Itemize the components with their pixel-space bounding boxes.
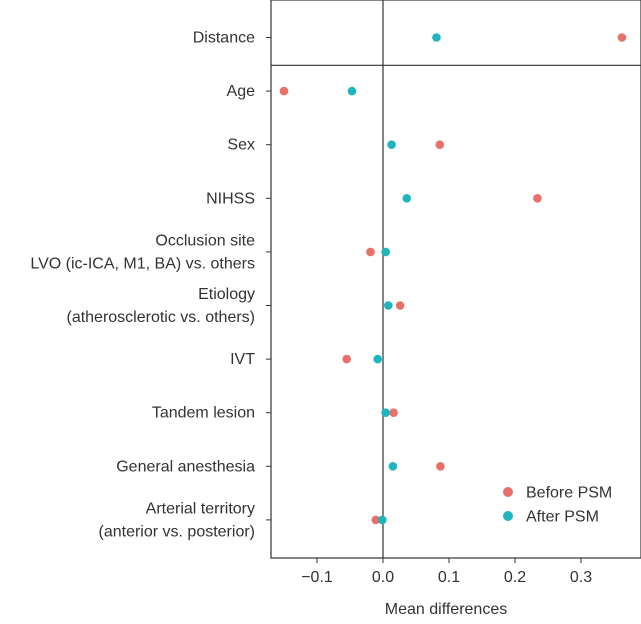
data-points: [279, 33, 627, 525]
y-tick-label: General anesthesia: [116, 458, 255, 475]
legend: Before PSM After PSM: [503, 485, 612, 526]
before-psm-point: [533, 194, 542, 203]
after-psm-point: [383, 301, 393, 310]
after-psm-point: [432, 33, 441, 42]
y-tick-label: Tandem lesion: [152, 405, 255, 422]
after-psm-point: [381, 408, 390, 418]
y-tick-label: Occlusion site: [155, 232, 255, 249]
y-tick-label: (atherosclerotic vs. others): [66, 309, 255, 326]
after-psm-point: [388, 462, 398, 471]
x-tick-label: 0.1: [438, 569, 460, 586]
x-axis-title: Mean differences: [385, 601, 507, 618]
y-tick-label: Sex: [227, 137, 255, 154]
legend-label: Before PSM: [526, 485, 612, 502]
before-psm-point: [435, 140, 445, 149]
legend-label: After PSM: [526, 509, 599, 526]
y-tick-label: NIHSS: [206, 190, 255, 207]
x-axis-ticks: −0.1 0.0 0.1 0.2 0.3: [301, 558, 592, 586]
y-axis-ticks: [266, 37, 271, 521]
legend-swatch: [503, 487, 513, 497]
after-psm-point: [381, 247, 390, 257]
before-psm-point: [389, 408, 398, 418]
before-psm-point: [342, 354, 352, 364]
x-tick-label: −0.1: [301, 569, 333, 586]
plot-frame: [270, 0, 641, 559]
y-tick-label: (anterior vs. posterior): [99, 523, 256, 540]
y-tick-label: IVT: [230, 351, 255, 368]
before-psm-point: [371, 515, 381, 525]
before-psm-point: [366, 247, 375, 257]
x-tick-label: 0.3: [570, 569, 592, 586]
after-psm-point: [387, 140, 396, 149]
after-psm-point: [373, 354, 383, 364]
after-psm-point: [402, 194, 412, 203]
before-psm-point: [436, 462, 445, 471]
y-tick-label: Etiology: [198, 286, 255, 303]
after-psm-point: [378, 515, 387, 525]
y-tick-label: LVO (ic-ICA, M1, BA) vs. others: [30, 255, 255, 272]
legend-swatch: [503, 511, 513, 521]
before-psm-point: [617, 33, 627, 42]
before-psm-point: [395, 301, 405, 310]
y-tick-label: Arterial territory: [146, 500, 255, 517]
y-tick-label: Distance: [193, 30, 255, 47]
after-psm-point: [347, 86, 357, 96]
y-axis-labels: Distance Age Sex NIHSS Occlusion site LVO (ic…: [30, 30, 255, 541]
before-psm-point: [279, 86, 289, 96]
x-tick-label: 0.0: [372, 569, 394, 586]
x-tick-label: 0.2: [504, 569, 526, 586]
y-tick-label: Age: [227, 83, 256, 100]
